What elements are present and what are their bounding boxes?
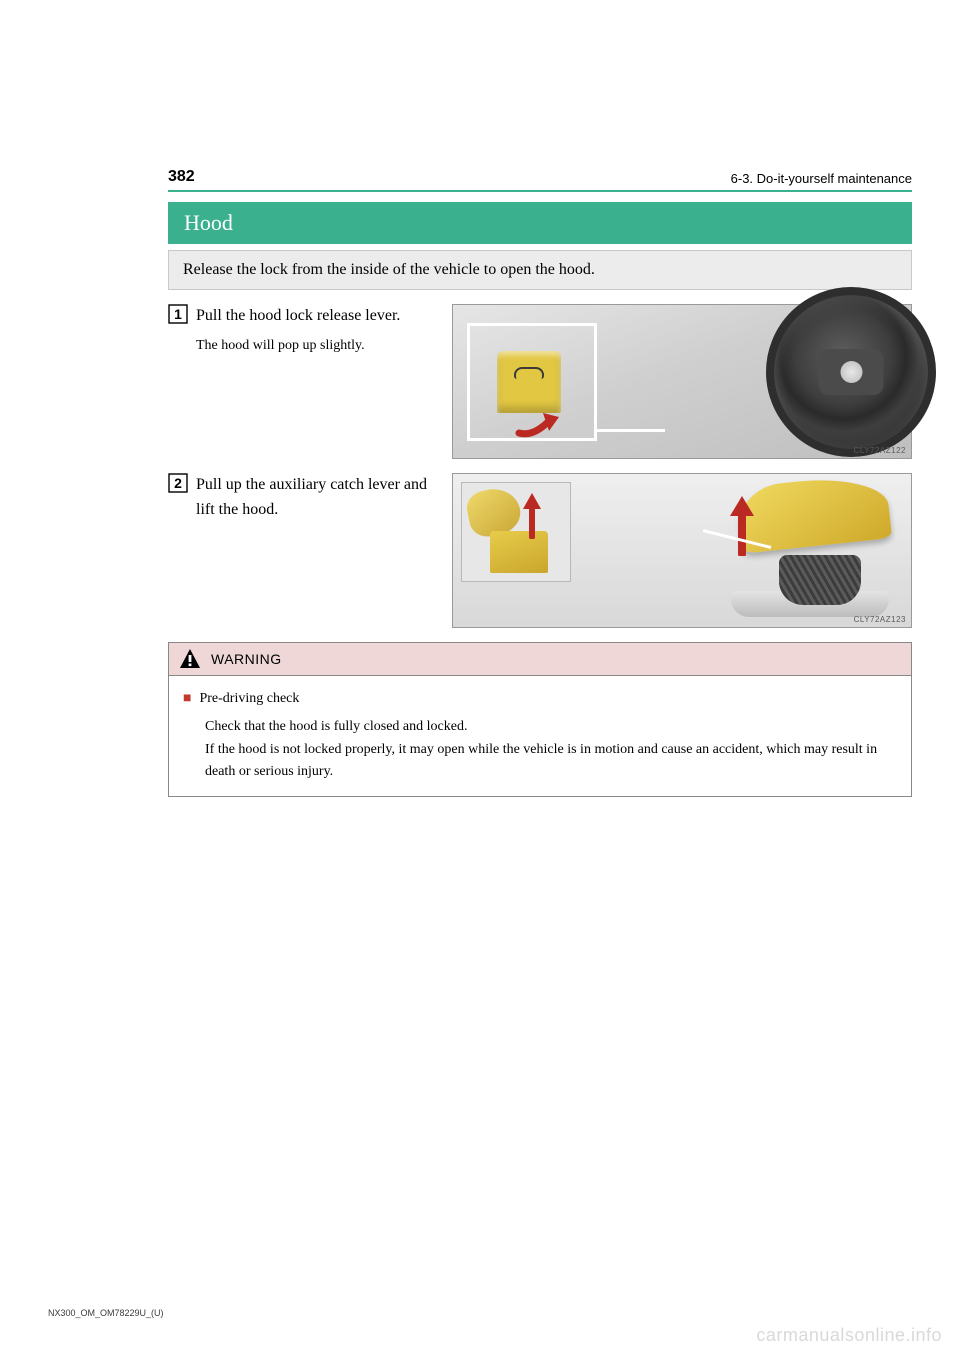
warning-body: ■ Pre-driving check Check that the hood … [168,676,912,797]
illustration-2: CLY72AZ123 [452,473,912,628]
step-1-text: Pull the hood lock release lever. [196,304,400,329]
square-bullet-icon: ■ [183,688,191,710]
step-2-text: Pull up the auxiliary catch lever and li… [196,473,438,523]
warning-label: WARNING [211,651,282,667]
step-2: 2 Pull up the auxiliary catch lever and … [168,473,912,628]
step-number-1-icon: 1 [168,304,188,324]
header-rule [168,190,912,192]
svg-text:1: 1 [174,306,182,322]
illustration-1: CLY72AZ122 [452,304,912,459]
intro-text: Release the lock from the inside of the … [168,250,912,290]
step-1-subtext: The hood will pop up slightly. [196,335,400,356]
warning-header: WARNING [168,642,912,676]
page-section: 6-3. Do-it-yourself maintenance [731,171,912,186]
watermark: carmanualsonline.info [756,1325,942,1346]
illustration-1-tag: CLY72AZ122 [854,446,906,455]
illustration-2-inset [461,482,571,582]
warning-heading: Pre-driving check [199,688,897,710]
step-number-2-icon: 2 [168,473,188,493]
step-1: 1 Pull the hood lock release lever. The … [168,304,912,459]
svg-text:2: 2 [174,475,182,491]
page-header: 382 6-3. Do-it-yourself maintenance [168,168,912,186]
page-number: 382 [168,168,195,186]
section-title: Hood [168,202,912,244]
lift-catch-arrow-icon [522,491,542,539]
pull-arrow-icon [515,403,561,439]
warning-icon [179,648,201,670]
footer-doc-info: NX300_OM_OM78229U_(U) [48,1308,164,1320]
illustration-2-tag: CLY72AZ123 [854,615,906,624]
warning-paragraph: Check that the hood is fully closed and … [205,716,897,783]
footer-doc-id: NX300_OM_OM78229U_(U) [48,1308,164,1320]
lift-hood-arrow-icon [728,494,756,556]
